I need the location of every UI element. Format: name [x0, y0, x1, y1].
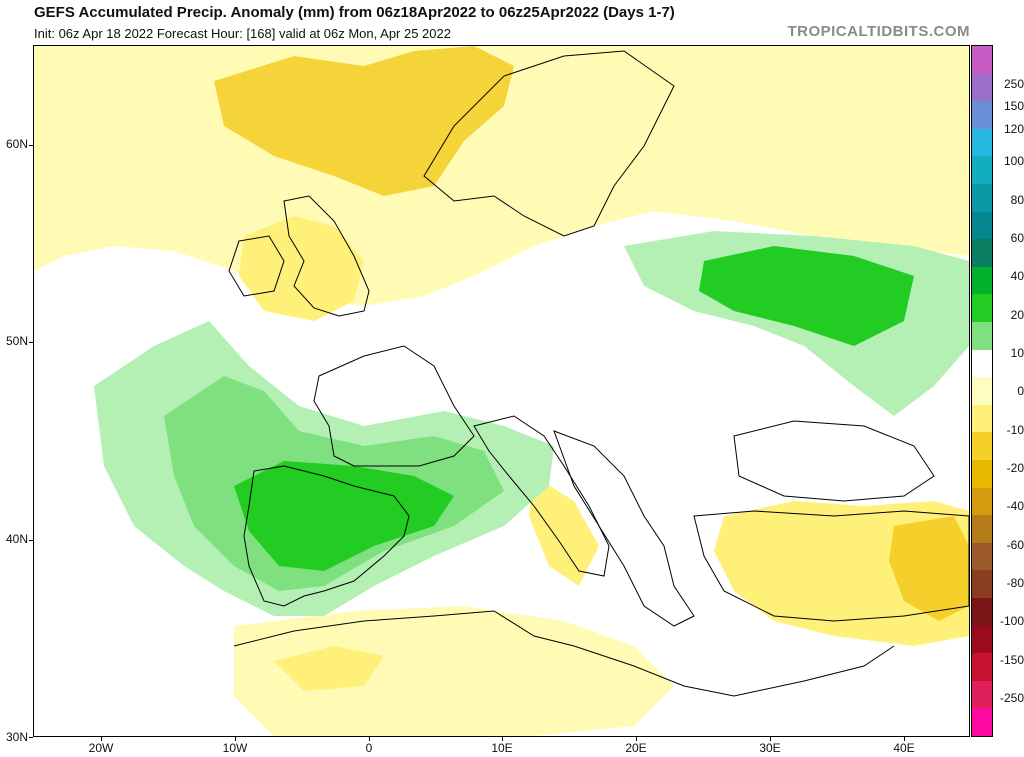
dry-anomaly-north-africa [234, 606, 674, 736]
colorbar-bin [972, 156, 992, 185]
lon-tick-20e [636, 737, 637, 741]
wet-anomaly-iberia-core [234, 461, 454, 571]
lon-tick-20w [101, 737, 102, 741]
lat-tick-50n [29, 342, 33, 343]
lat-tick-60n [29, 145, 33, 146]
site-brand: TROPICALTIDBITS.COM [787, 23, 970, 40]
lon-tick-10e [502, 737, 503, 741]
lat-tick-30n [29, 737, 33, 738]
lat-label-50n: 50N [5, 334, 28, 348]
lon-tick-0 [369, 737, 370, 741]
colorbar-bin [972, 598, 992, 627]
colorbar-label: -10 [1006, 423, 1024, 437]
colorbar-bin [972, 322, 992, 351]
colorbar-label: -40 [1006, 499, 1024, 513]
lon-label-40e: 40E [893, 741, 915, 755]
colorbar-bin [972, 653, 992, 682]
colorbar-label: -100 [999, 614, 1024, 628]
lon-label-10e: 10E [491, 741, 513, 755]
lon-label-30e: 30E [759, 741, 781, 755]
iberia-coastline [243, 465, 410, 607]
colorbar-label: 80 [1010, 193, 1024, 207]
colorbar-bin [972, 101, 992, 130]
lon-tick-30e [770, 737, 771, 741]
colorbar-label: 20 [1010, 308, 1024, 322]
lat-label-60n: 60N [5, 137, 28, 151]
colorbar-bin [972, 625, 992, 654]
lon-tick-10w [235, 737, 236, 741]
lon-label-20e: 20E [625, 741, 647, 755]
chart-subtitle: Init: 06z Apr 18 2022 Forecast Hour: [16… [34, 26, 451, 41]
colorbar-label: -150 [999, 653, 1024, 667]
anomaly-shading [34, 46, 969, 736]
colorbar-label: -60 [1006, 538, 1024, 552]
colorbar-bin [972, 680, 992, 709]
italy-coastline [473, 415, 610, 577]
colorbar-label: -250 [999, 691, 1024, 705]
colorbar-bin [972, 515, 992, 544]
colorbar-bin [972, 349, 992, 378]
britain-coastline [283, 195, 370, 317]
colorbar-label: 60 [1010, 231, 1024, 245]
colorbar-bin [972, 542, 992, 571]
colorbar-label: 100 [1003, 154, 1024, 168]
colorbar [971, 45, 993, 737]
colorbar-bin [972, 239, 992, 268]
lat-label-30n: 30N [5, 730, 28, 744]
colorbar-label: -80 [1006, 576, 1024, 590]
colorbar-bin [972, 487, 992, 516]
colorbar-bin [972, 266, 992, 295]
coastlines-and-borders [228, 50, 969, 697]
colorbar-bin [972, 211, 992, 240]
colorbar-bin [972, 73, 992, 102]
turkey-coastline [693, 510, 969, 622]
precip-anomaly-map [34, 46, 969, 736]
colorbar-label: 10 [1010, 346, 1024, 360]
colorbar-label: 250 [1003, 77, 1024, 91]
colorbar-bin [972, 46, 992, 75]
colorbar-bin [972, 570, 992, 599]
lat-label-40n: 40N [5, 532, 28, 546]
lon-label-0: 0 [365, 741, 373, 755]
lon-tick-40e [904, 737, 905, 741]
wet-anomaly-eastern-europe-core [699, 246, 914, 346]
lat-tick-40n [29, 540, 33, 541]
dry-anomaly-norway [214, 46, 514, 196]
balkans-coastline [553, 430, 695, 627]
dry-anomaly-north-africa-core [274, 646, 384, 691]
black-sea-coastline [733, 420, 935, 502]
ireland-coastline [228, 235, 285, 297]
colorbar-label: -20 [1006, 461, 1024, 475]
dry-anomaly-italy [529, 476, 599, 586]
colorbar-bin [972, 708, 992, 736]
colorbar-bin [972, 460, 992, 489]
map-panel[interactable] [33, 45, 970, 737]
colorbar-label: 120 [1003, 122, 1024, 136]
colorbar-bin [972, 377, 992, 406]
colorbar-bin [972, 184, 992, 213]
france-coastline [313, 345, 475, 467]
colorbar-label: 150 [1003, 99, 1024, 113]
colorbar-bin [972, 432, 992, 461]
colorbar-label: 40 [1010, 269, 1024, 283]
colorbar-label: 0 [1017, 384, 1024, 398]
colorbar-bin [972, 294, 992, 323]
north-africa-coastline [233, 610, 895, 697]
colorbar-bin [972, 128, 992, 157]
scandinavia-coastline [423, 50, 675, 237]
dry-anomaly-turkey-core [889, 516, 969, 621]
colorbar-bin [972, 404, 992, 433]
lon-label-20w: 20W [88, 741, 114, 755]
lon-label-10w: 10W [222, 741, 248, 755]
chart-title: GEFS Accumulated Precip. Anomaly (mm) fr… [34, 4, 675, 21]
